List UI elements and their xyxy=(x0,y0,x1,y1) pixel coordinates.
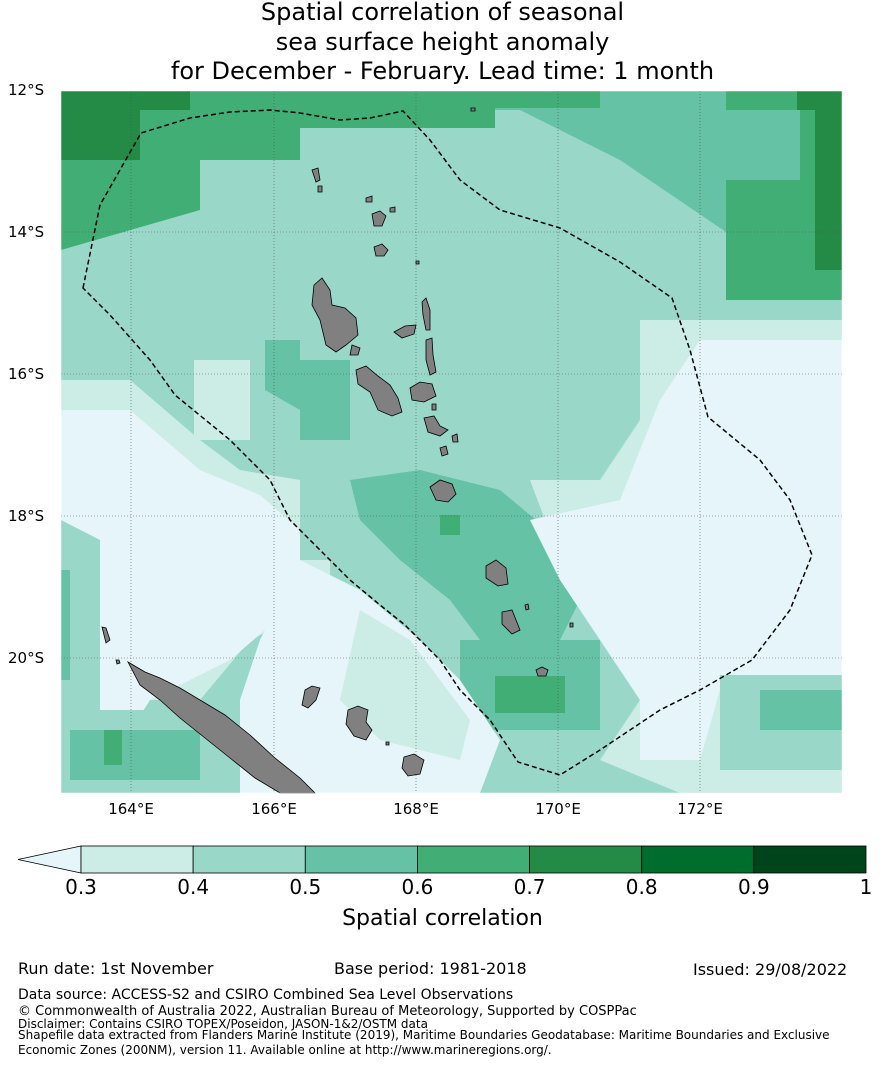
colorbar-extend-min xyxy=(17,845,82,874)
ambae xyxy=(425,337,437,376)
gaua xyxy=(371,210,387,227)
title-line-2: sea surface height anomaly xyxy=(275,28,610,56)
colorbar-swatch xyxy=(529,845,643,874)
eez-boundary xyxy=(82,109,813,776)
futuna xyxy=(535,666,549,677)
colorbar-swatch xyxy=(417,845,530,874)
erromango xyxy=(429,479,457,503)
lat-label-20s: 20°S xyxy=(8,649,45,667)
colorbar-swatch xyxy=(80,845,194,874)
lat-label-12s: 12°S xyxy=(8,81,45,99)
colorbar xyxy=(17,845,867,874)
title-line-1: Spatial correlation of seasonal xyxy=(260,0,625,26)
lon-label-172e: 172°E xyxy=(677,800,723,818)
correlation-field xyxy=(61,91,842,793)
mare xyxy=(401,753,425,777)
epi xyxy=(409,381,437,403)
malekula xyxy=(355,365,403,417)
colorbar-swatch xyxy=(304,845,418,874)
maewo xyxy=(393,324,417,339)
tanna xyxy=(485,559,509,587)
colorbar-tick-label: 0.9 xyxy=(737,875,770,899)
base-period: Base period: 1981-2018 xyxy=(334,959,527,978)
issued-date: Issued: 29/08/2022 xyxy=(693,960,848,979)
colorbar-tick-label: 1 xyxy=(859,875,873,899)
colorbar-label: Spatial correlation xyxy=(342,906,543,931)
colorbar-tick-label: 0.8 xyxy=(625,875,658,899)
colorbar-tick-label: 0.5 xyxy=(289,875,322,899)
lon-label-170e: 170°E xyxy=(535,800,581,818)
lifou xyxy=(345,705,373,741)
colorbar-tick-label: 0.7 xyxy=(513,875,546,899)
efate xyxy=(423,415,449,437)
lat-label-16s: 16°S xyxy=(8,365,45,383)
land-masses xyxy=(101,107,574,794)
lon-label-166e: 166°E xyxy=(251,800,297,818)
colorbar-tick-label: 0.6 xyxy=(401,875,434,899)
colorbar-swatch xyxy=(753,845,867,874)
ouvea xyxy=(301,685,321,709)
pentecost xyxy=(421,297,431,331)
lat-label-18s: 18°S xyxy=(8,507,45,525)
title-line-3: for December - February. Lead time: 1 mo… xyxy=(170,57,715,85)
lat-label-14s: 14°S xyxy=(8,223,45,241)
colorbar-tick-label: 0.3 xyxy=(65,875,97,899)
disclaimer: Disclaimer: Contains CSIRO TOPEX/Poseido… xyxy=(18,1017,428,1031)
shapefile-note-1: Shapefile data extracted from Flanders M… xyxy=(18,1028,830,1042)
new-caledonia xyxy=(126,660,316,794)
vanua-lava xyxy=(373,243,389,257)
lon-label-164e: 164°E xyxy=(108,800,154,818)
run-date: Run date: 1st November xyxy=(18,959,214,978)
shapefile-note-2: Economic Zones (200NM), version 11. Avai… xyxy=(18,1043,552,1057)
aneityum xyxy=(501,609,521,635)
colorbar-swatch xyxy=(192,845,306,874)
data-source: Data source: ACCESS-S2 and CSIRO Combine… xyxy=(18,987,514,1003)
copyright: © Commonwealth of Australia 2022, Austra… xyxy=(18,1004,637,1019)
belep-islands xyxy=(101,626,111,644)
colorbar-tick-label: 0.4 xyxy=(177,875,210,899)
espiritu-santo xyxy=(311,277,359,353)
lon-label-168e: 168°E xyxy=(393,800,439,818)
colorbar-swatch xyxy=(641,845,755,874)
graticule xyxy=(61,91,842,793)
